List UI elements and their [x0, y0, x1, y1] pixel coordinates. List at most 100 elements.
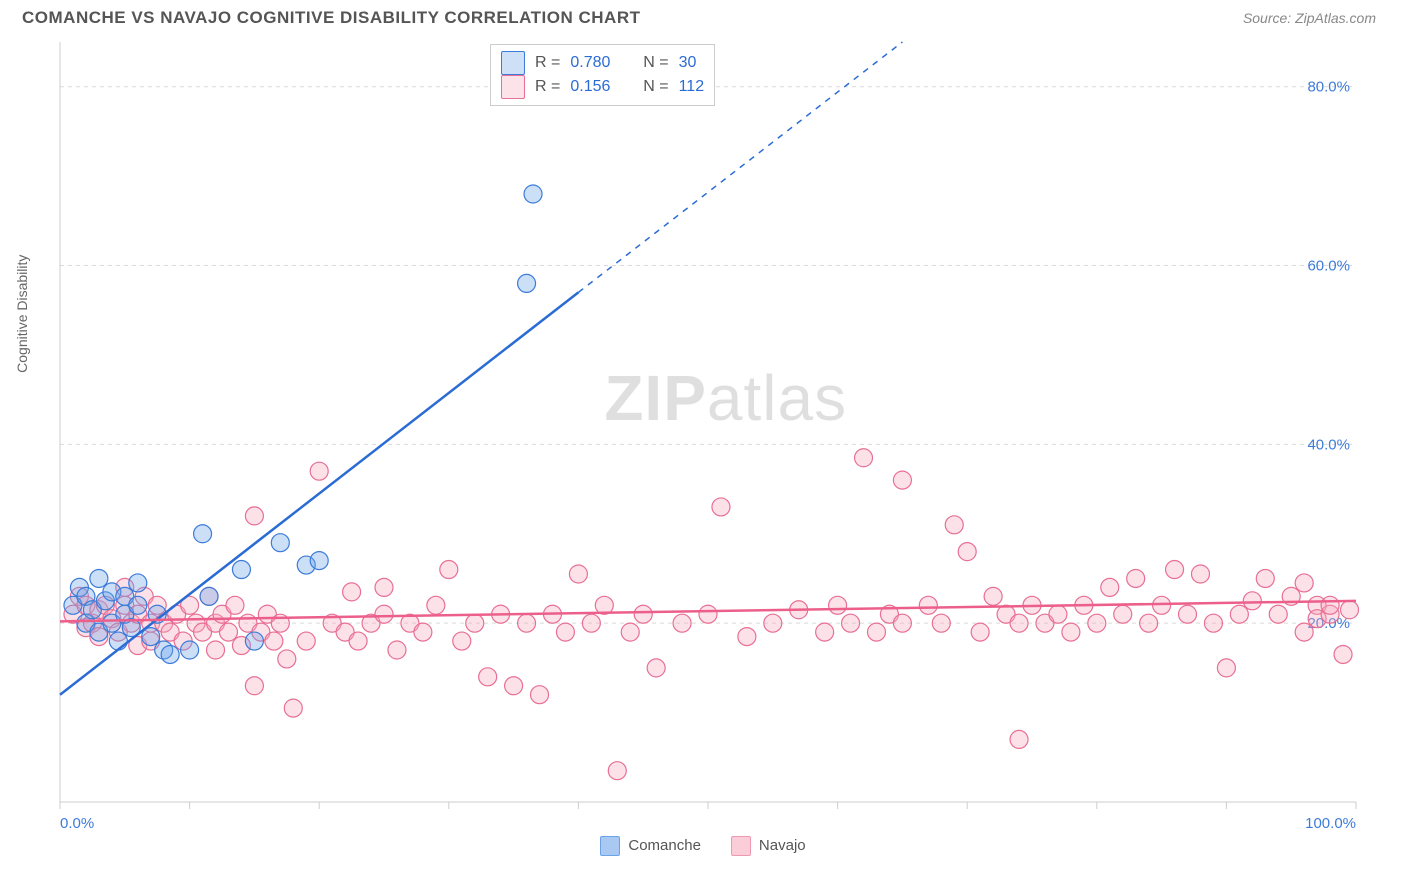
- stats-swatch: [501, 51, 525, 75]
- data-point: [958, 543, 976, 561]
- data-point: [310, 552, 328, 570]
- data-point: [829, 596, 847, 614]
- correlation-stats-box: R = 0.780 N = 30 R = 0.156 N = 112: [490, 44, 715, 106]
- legend-label: Navajo: [759, 837, 806, 854]
- legend-item: Comanche: [600, 836, 701, 856]
- data-point: [1010, 614, 1028, 632]
- data-point: [1269, 605, 1287, 623]
- data-point: [1217, 659, 1235, 677]
- source-attribution: Source: ZipAtlas.com: [1243, 10, 1376, 26]
- data-point: [245, 677, 263, 695]
- data-point: [200, 587, 218, 605]
- data-point: [855, 449, 873, 467]
- data-point: [518, 614, 536, 632]
- stats-r-value: 0.780: [570, 54, 624, 72]
- data-point: [1321, 596, 1339, 614]
- data-point: [764, 614, 782, 632]
- data-point: [621, 623, 639, 641]
- data-point: [388, 641, 406, 659]
- data-point: [129, 574, 147, 592]
- data-point: [427, 596, 445, 614]
- data-point: [582, 614, 600, 632]
- data-point: [1204, 614, 1222, 632]
- data-point: [284, 699, 302, 717]
- stats-swatch: [501, 75, 525, 99]
- chart-title: COMANCHE VS NAVAJO COGNITIVE DISABILITY …: [22, 8, 641, 28]
- data-point: [1179, 605, 1197, 623]
- data-point: [1010, 730, 1028, 748]
- data-point: [816, 623, 834, 641]
- data-point: [1140, 614, 1158, 632]
- data-point: [265, 632, 283, 650]
- data-point: [232, 561, 250, 579]
- data-point: [453, 632, 471, 650]
- data-point: [1295, 623, 1313, 641]
- data-point: [608, 762, 626, 780]
- chart-container: Cognitive Disability 20.0%40.0%60.0%80.0…: [20, 32, 1386, 832]
- data-point: [1153, 596, 1171, 614]
- data-point: [310, 462, 328, 480]
- data-point: [297, 632, 315, 650]
- legend-label: Comanche: [628, 837, 701, 854]
- data-point: [245, 632, 263, 650]
- data-point: [647, 659, 665, 677]
- data-point: [90, 569, 108, 587]
- data-point: [479, 668, 497, 686]
- data-point: [1230, 605, 1248, 623]
- data-point: [226, 596, 244, 614]
- data-point: [505, 677, 523, 695]
- data-point: [556, 623, 574, 641]
- y-tick-label: 40.0%: [1307, 436, 1350, 453]
- data-point: [1243, 592, 1261, 610]
- stats-r-label: R =: [535, 54, 560, 72]
- data-point: [271, 534, 289, 552]
- data-point: [375, 605, 393, 623]
- stats-r-value: 0.156: [570, 78, 624, 96]
- legend: Comanche Navajo: [0, 836, 1406, 856]
- stats-n-label: N =: [634, 54, 668, 72]
- data-point: [842, 614, 860, 632]
- legend-item: Navajo: [731, 836, 806, 856]
- stats-n-value: 30: [679, 54, 697, 72]
- y-tick-label: 80.0%: [1307, 79, 1350, 96]
- data-point: [738, 628, 756, 646]
- data-point: [932, 614, 950, 632]
- data-point: [673, 614, 691, 632]
- data-point: [524, 185, 542, 203]
- data-point: [343, 583, 361, 601]
- data-point: [219, 623, 237, 641]
- data-point: [129, 596, 147, 614]
- y-axis-label: Cognitive Disability: [14, 255, 30, 373]
- data-point: [245, 507, 263, 525]
- data-point: [1166, 561, 1184, 579]
- header: COMANCHE VS NAVAJO COGNITIVE DISABILITY …: [0, 0, 1406, 32]
- y-tick-label: 60.0%: [1307, 258, 1350, 275]
- data-point: [161, 645, 179, 663]
- data-point: [569, 565, 587, 583]
- data-point: [349, 632, 367, 650]
- stats-row: R = 0.156 N = 112: [501, 75, 704, 99]
- data-point: [207, 641, 225, 659]
- data-point: [1256, 569, 1274, 587]
- data-point: [699, 605, 717, 623]
- data-point: [440, 561, 458, 579]
- data-point: [1341, 601, 1359, 619]
- x-tick-label: 0.0%: [60, 815, 94, 832]
- data-point: [1049, 605, 1067, 623]
- data-point: [945, 516, 963, 534]
- data-point: [971, 623, 989, 641]
- data-point: [181, 641, 199, 659]
- data-point: [1088, 614, 1106, 632]
- data-point: [1295, 574, 1313, 592]
- data-point: [984, 587, 1002, 605]
- data-point: [867, 623, 885, 641]
- data-point: [531, 686, 549, 704]
- data-point: [109, 632, 127, 650]
- legend-swatch: [600, 836, 620, 856]
- stats-n-value: 112: [679, 78, 705, 96]
- data-point: [1127, 569, 1145, 587]
- data-point: [634, 605, 652, 623]
- stats-n-label: N =: [634, 78, 668, 96]
- data-point: [1101, 578, 1119, 596]
- data-point: [1062, 623, 1080, 641]
